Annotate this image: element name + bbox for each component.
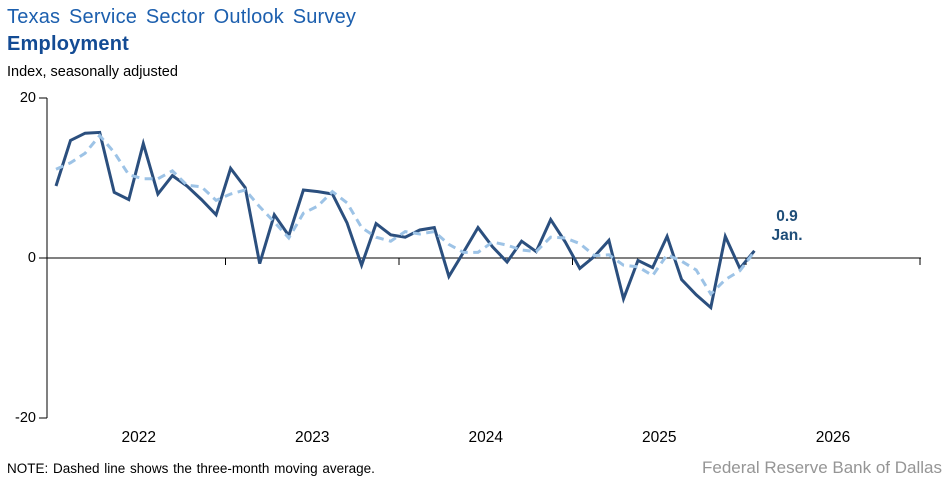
axes [39, 97, 921, 419]
y-tick-label: 0 [27, 250, 36, 266]
x-tick-label: 2025 [642, 429, 677, 446]
x-tick-label: 2022 [121, 429, 156, 446]
chart-title: Texas Service Sector Outlook Survey [7, 6, 357, 28]
note-text: NOTE: Dashed line shows the three-month … [7, 461, 375, 476]
chart-subtitle: Employment [7, 33, 130, 55]
x-tick-label: 2023 [295, 429, 330, 446]
moving-average-line [55, 133, 756, 297]
y-tick-label: -20 [15, 410, 36, 426]
y-tick-label: 20 [19, 90, 36, 106]
source-attribution: Federal Reserve Bank of Dallas [701, 458, 942, 477]
x-tick-label: 2026 [815, 429, 851, 446]
y-axis-units-label: Index, seasonally adjusted [7, 64, 178, 80]
x-tick-label: 2024 [468, 429, 503, 446]
employment-index-line [54, 130, 756, 311]
latest-month-label: Jan. [771, 227, 803, 244]
latest-value-annotation: 0.9 Jan. [756, 207, 818, 245]
latest-value-label: 0.9 [776, 208, 798, 225]
data-series [54, 130, 756, 311]
